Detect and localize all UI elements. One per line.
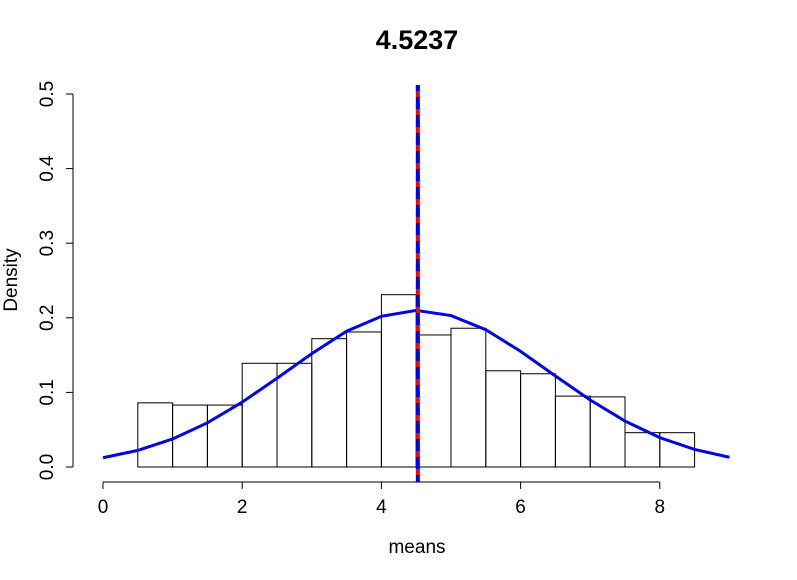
bar xyxy=(206,404,243,468)
bar xyxy=(589,396,626,468)
bar xyxy=(276,362,313,468)
y-axis-label: Density xyxy=(1,248,22,312)
x-tick-label: 2 xyxy=(237,497,248,518)
bar xyxy=(520,373,556,468)
x-tick-label: 4 xyxy=(376,497,387,518)
bar xyxy=(137,402,174,468)
bar xyxy=(624,432,661,468)
bar xyxy=(346,331,382,468)
bar xyxy=(554,395,591,468)
y-tick-label: 0.1 xyxy=(37,379,58,405)
x-tick-label: 6 xyxy=(515,497,526,518)
x-axis-label: means xyxy=(388,537,445,558)
y-tick-label: 0.0 xyxy=(37,454,58,480)
bar xyxy=(241,362,278,468)
y-tick-label: 0.2 xyxy=(37,305,58,331)
y-tick-label: 0.4 xyxy=(37,155,58,182)
y-tick-label: 0.3 xyxy=(37,230,58,256)
chart-title: 4.5237 xyxy=(376,25,459,55)
x-tick-label: 0 xyxy=(98,497,109,518)
bar xyxy=(311,338,348,468)
x-tick-label: 8 xyxy=(655,497,666,518)
bar xyxy=(450,327,487,468)
y-tick-label: 0.5 xyxy=(37,81,58,107)
bar xyxy=(415,334,452,468)
bar xyxy=(380,294,417,468)
bar xyxy=(485,370,522,468)
